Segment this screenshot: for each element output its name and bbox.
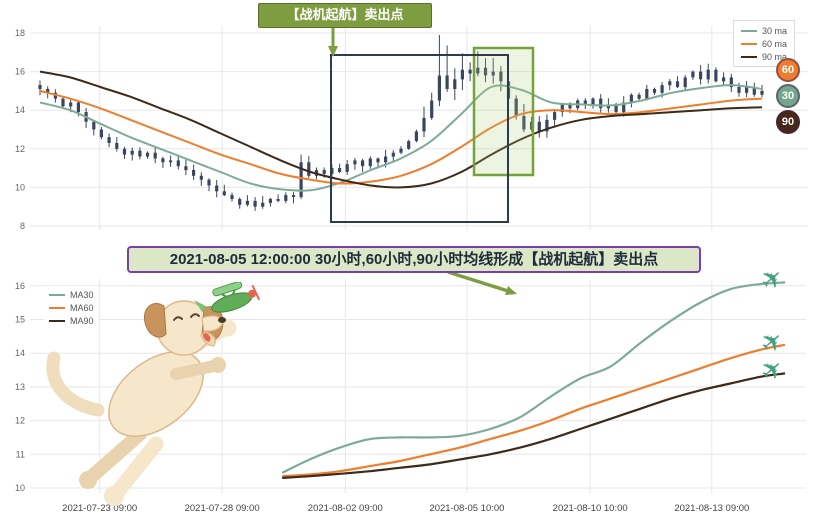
sell-point-label: 【战机起航】卖出点	[258, 3, 432, 28]
dog-illustration	[46, 282, 261, 506]
legend-swatch-icon	[49, 319, 65, 322]
svg-text:2021-08-02 09:00: 2021-08-02 09:00	[308, 503, 383, 514]
legend-swatch-icon	[741, 29, 757, 32]
legend-item: MA90	[49, 314, 94, 327]
svg-text:2021-08-10 10:00: 2021-08-10 10:00	[553, 503, 628, 514]
legend-label: MA30	[70, 289, 94, 300]
candlestick-chart: 8 10 12 14 16 18	[15, 26, 808, 231]
legend-item: MA60	[49, 301, 94, 314]
svg-text:8: 8	[20, 221, 25, 231]
bottom-chart-legend: MA30 MA60 MA90	[44, 286, 99, 329]
legend-swatch-icon	[49, 293, 65, 296]
legend-item: MA30	[49, 288, 94, 301]
legend-item: 60 ma	[741, 37, 787, 50]
svg-text:2021-07-28 09:00: 2021-07-28 09:00	[185, 503, 260, 514]
ma-badge-90: 90	[776, 110, 800, 134]
legend-label: 90 ma	[762, 51, 788, 62]
svg-text:14: 14	[15, 348, 25, 358]
legend-item: 90 ma	[741, 50, 787, 63]
legend-swatch-icon	[741, 42, 757, 45]
legend-swatch-icon	[741, 55, 757, 58]
ma-badge-60: 60	[776, 58, 800, 82]
svg-text:13: 13	[15, 382, 25, 392]
svg-text:12: 12	[15, 144, 25, 154]
svg-text:2021-07-23 09:00: 2021-07-23 09:00	[62, 503, 137, 514]
legend-swatch-icon	[49, 306, 65, 309]
svg-text:10: 10	[15, 483, 25, 493]
svg-text:10: 10	[15, 182, 25, 192]
legend-label: MA60	[70, 302, 94, 313]
svg-text:14: 14	[15, 105, 25, 115]
svg-text:18: 18	[15, 28, 25, 38]
svg-text:16: 16	[15, 281, 25, 291]
legend-label: 30 ma	[762, 25, 788, 36]
svg-text:11: 11	[16, 449, 25, 459]
ma-badge-30: 30	[776, 84, 800, 108]
signal-banner: 2021-08-05 12:00:00 30小时,60小时,90小时均线形成【战…	[127, 246, 701, 273]
svg-text:15: 15	[15, 315, 25, 325]
dog-body	[46, 300, 237, 506]
svg-text:16: 16	[15, 67, 25, 77]
legend-item: 30 ma	[741, 24, 787, 37]
svg-text:12: 12	[15, 416, 25, 426]
svg-text:2021-08-13 09:00: 2021-08-13 09:00	[674, 503, 749, 514]
legend-label: MA90	[70, 315, 94, 326]
legend-label: 60 ma	[762, 38, 788, 49]
svg-text:2021-08-05 10:00: 2021-08-05 10:00	[429, 503, 504, 514]
toy-plane-icon	[194, 282, 261, 313]
